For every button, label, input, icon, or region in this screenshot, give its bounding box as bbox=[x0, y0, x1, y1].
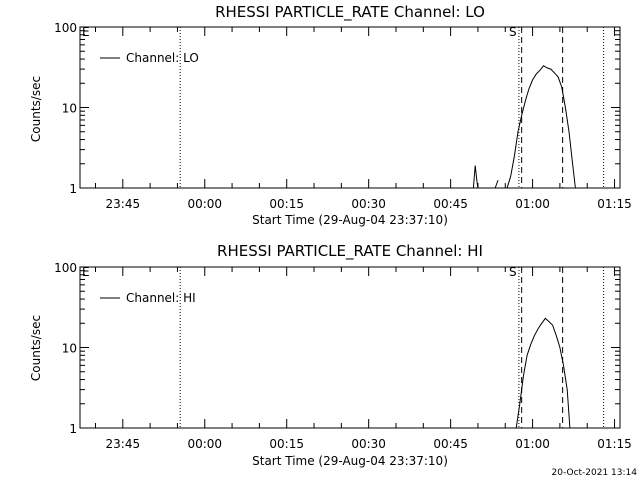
x-axis-label: Start Time (29-Aug-04 23:37:10) bbox=[252, 454, 448, 468]
panel-lo: RHESSI PARTICLE_RATE Channel: LO Start T… bbox=[29, 3, 632, 227]
chart-title: RHESSI PARTICLE_RATE Channel: LO bbox=[215, 3, 485, 22]
eclipse-marker: E bbox=[82, 265, 90, 279]
x-tick-label: 00:30 bbox=[351, 197, 386, 211]
x-axis-label: Start Time (29-Aug-04 23:37:10) bbox=[252, 213, 448, 227]
x-tick-label: 01:15 bbox=[597, 197, 632, 211]
y-axis-label: Counts/sec bbox=[29, 76, 43, 142]
x-tick-label: 00:45 bbox=[433, 437, 468, 451]
legend-label: Channel: HI bbox=[126, 291, 196, 305]
saa-marker: S bbox=[509, 265, 517, 279]
x-tick-label: 01:00 bbox=[515, 437, 550, 451]
y-tick-label: 1 bbox=[69, 182, 77, 196]
x-tick-label: 00:30 bbox=[351, 437, 386, 451]
series-line bbox=[506, 65, 576, 189]
series-line bbox=[494, 180, 499, 189]
eclipse-marker: E bbox=[82, 25, 90, 39]
y-axis-label: Counts/sec bbox=[29, 315, 43, 381]
panel-hi: RHESSI PARTICLE_RATE Channel: HI Start T… bbox=[29, 242, 632, 468]
x-tick-label: 23:45 bbox=[106, 197, 141, 211]
y-tick-label: 100 bbox=[54, 21, 77, 35]
x-tick-label: 01:00 bbox=[515, 197, 550, 211]
saa-marker: S bbox=[509, 25, 517, 39]
x-tick-label: 00:00 bbox=[187, 197, 222, 211]
x-tick-label: 00:00 bbox=[187, 437, 222, 451]
series-line bbox=[472, 165, 479, 189]
legend-label: Channel: LO bbox=[126, 51, 199, 65]
x-tick-label: 00:15 bbox=[269, 197, 304, 211]
x-tick-label: 00:15 bbox=[269, 437, 304, 451]
chart-title: RHESSI PARTICLE_RATE Channel: HI bbox=[217, 242, 483, 261]
series-line bbox=[515, 317, 571, 429]
footer-timestamp: 20-Oct-2021 13:14 bbox=[552, 468, 638, 478]
x-tick-label: 23:45 bbox=[106, 437, 141, 451]
x-tick-label: 01:15 bbox=[597, 437, 632, 451]
y-tick-label: 1 bbox=[69, 422, 77, 436]
y-tick-label: 100 bbox=[54, 261, 77, 275]
y-tick-label: 10 bbox=[62, 102, 77, 116]
y-tick-label: 10 bbox=[62, 342, 77, 356]
x-tick-label: 00:45 bbox=[433, 197, 468, 211]
